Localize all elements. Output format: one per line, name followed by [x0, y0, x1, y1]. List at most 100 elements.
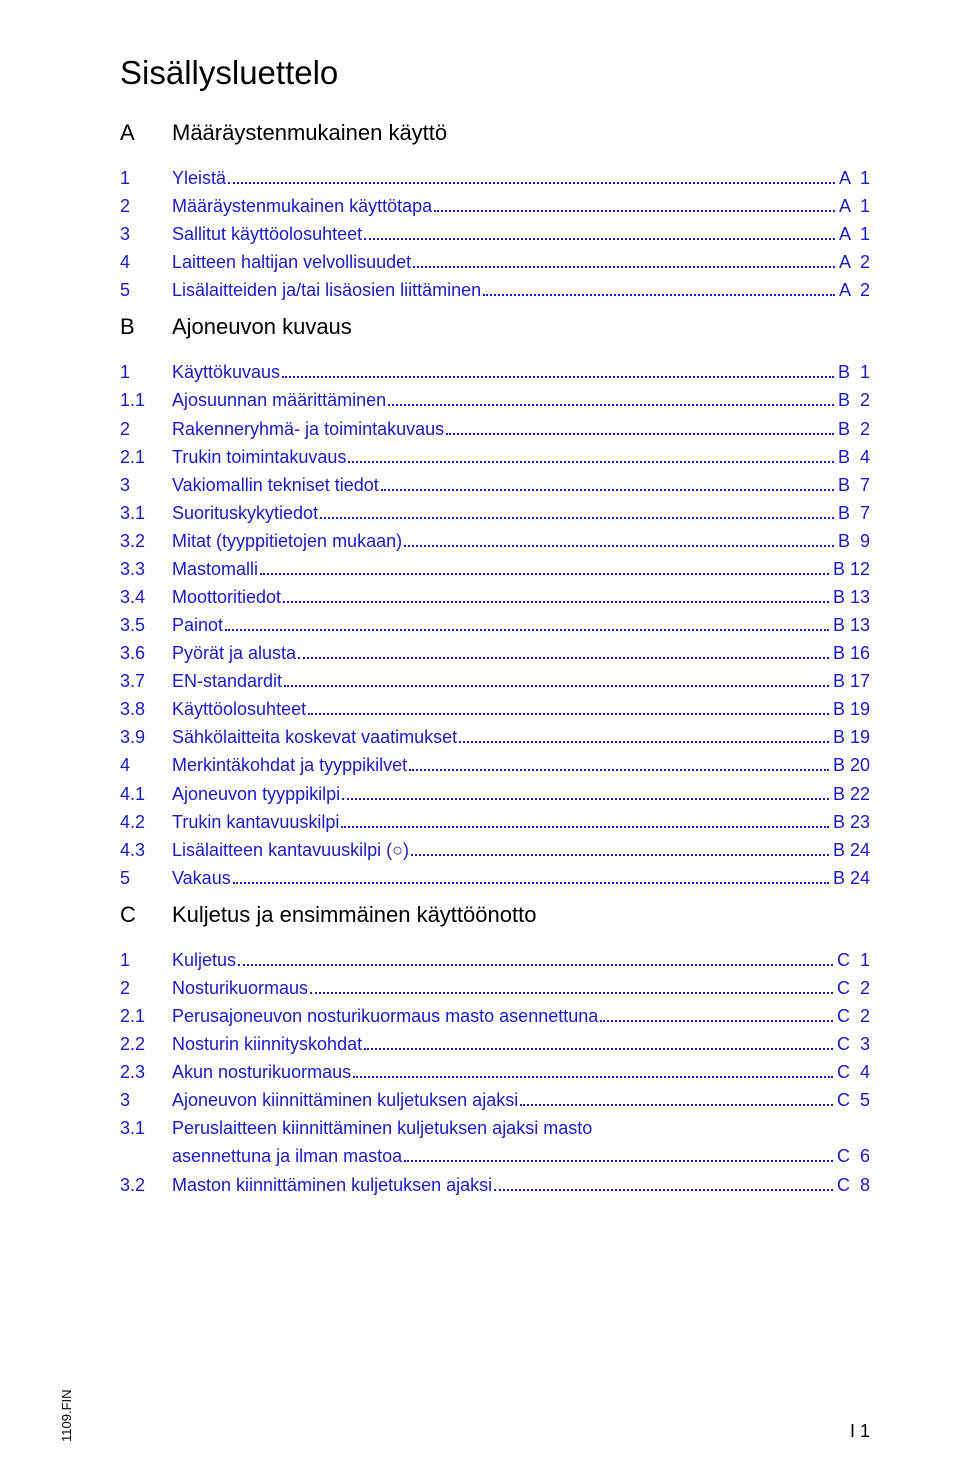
toc-entry[interactable]: 5Lisälaitteiden ja/tai lisäosien liittäm…: [120, 276, 870, 304]
toc-entry-number: 2.3: [120, 1058, 172, 1086]
toc-entry-page: A 1: [839, 164, 870, 192]
toc-leader: [520, 1104, 833, 1106]
toc-entry-label: Trukin toimintakuvaus: [172, 443, 346, 471]
toc-entry[interactable]: 3.5Painot B 13: [120, 611, 870, 639]
toc-entry-page: B 20: [833, 751, 870, 779]
toc-entry-number: 4.1: [120, 780, 172, 808]
toc-leader: [283, 601, 829, 603]
toc-leader: [381, 489, 834, 491]
toc-leader: [494, 1189, 833, 1191]
toc-entry-number: 2.1: [120, 1002, 172, 1030]
toc-entry-page: B 1: [838, 358, 870, 386]
toc-entry-page: B 12: [833, 555, 870, 583]
toc-entry[interactable]: 1KäyttökuvausB 1: [120, 358, 870, 386]
toc-entry-label: Painot: [172, 611, 223, 639]
toc-entry-number: 3.3: [120, 555, 172, 583]
toc-entry[interactable]: 2.1Perusajoneuvon nosturikuormaus masto …: [120, 1002, 870, 1030]
toc-entry[interactable]: 3.2Maston kiinnittäminen kuljetuksen aja…: [120, 1171, 870, 1199]
toc-entry-number: 3.4: [120, 583, 172, 611]
toc-entry[interactable]: 3.2Mitat (tyyppitietojen mukaan)B 9: [120, 527, 870, 555]
section-letter: B: [120, 314, 172, 340]
toc-entry-label: Määräystenmukainen käyttötapa: [172, 192, 432, 220]
toc-entry-label: Sähkölaitteita koskevat vaatimukset: [172, 723, 457, 751]
section-heading: BAjoneuvon kuvaus: [120, 314, 870, 340]
toc-entry[interactable]: 3.3Mastomalli B 12: [120, 555, 870, 583]
toc-leader: [353, 1076, 833, 1078]
toc-container: AMääräystenmukainen käyttö1YleistäA 12Mä…: [120, 120, 870, 1199]
toc-entry-page: B 4: [838, 443, 870, 471]
toc-entry[interactable]: 3.9Sähkölaitteita koskevat vaatimuksetB …: [120, 723, 870, 751]
toc-leader: [348, 461, 834, 463]
toc-leader: [228, 182, 835, 184]
toc-entry-label: EN-standardit: [172, 667, 282, 695]
toc-entry[interactable]: 3.8KäyttöolosuhteetB 19: [120, 695, 870, 723]
toc-entry-number: 3: [120, 220, 172, 248]
toc-entry-number: 5: [120, 276, 172, 304]
toc-entry[interactable]: 3Ajoneuvon kiinnittäminen kuljetuksen aj…: [120, 1086, 870, 1114]
toc-leader: [225, 629, 829, 631]
toc-entry-number: 4: [120, 751, 172, 779]
toc-entry[interactable]: 4.2Trukin kantavuuskilpiB 23: [120, 808, 870, 836]
toc-entry[interactable]: 2Rakenneryhmä- ja toimintakuvausB 2: [120, 415, 870, 443]
toc-entry[interactable]: 2.1Trukin toimintakuvaus B 4: [120, 443, 870, 471]
toc-leader: [446, 433, 834, 435]
toc-entry[interactable]: 2Määräystenmukainen käyttötapaA 1: [120, 192, 870, 220]
toc-entry[interactable]: 3.1Peruslaitteen kiinnittäminen kuljetuk…: [120, 1114, 870, 1170]
toc-entry-number: 3.1: [120, 499, 172, 527]
toc-entry-page: C 4: [837, 1058, 870, 1086]
toc-entry[interactable]: 3Sallitut käyttöolosuhteetA 1: [120, 220, 870, 248]
toc-entry[interactable]: 1.1Ajosuunnan määrittäminenB 2: [120, 386, 870, 414]
toc-entry[interactable]: 4.3Lisälaitteen kantavuuskilpi (○)B 24: [120, 836, 870, 864]
section-letter: C: [120, 902, 172, 928]
toc-leader: [342, 798, 829, 800]
toc-entry[interactable]: 4Laitteen haltijan velvollisuudetA 2: [120, 248, 870, 276]
toc-leader: [282, 376, 834, 378]
toc-entry-number: 4.2: [120, 808, 172, 836]
toc-entry-label: Akun nosturikuormaus: [172, 1058, 351, 1086]
toc-entry[interactable]: 4.1Ajoneuvon tyyppikilpi B 22: [120, 780, 870, 808]
toc-entry-page: B 22: [833, 780, 870, 808]
toc-entry-page: A 2: [839, 248, 870, 276]
toc-entry[interactable]: 1YleistäA 1: [120, 164, 870, 192]
toc-entry-number: 3.2: [120, 1171, 172, 1199]
toc-entry[interactable]: 2.3Akun nosturikuormaus C 4: [120, 1058, 870, 1086]
toc-entry-number: 3.6: [120, 639, 172, 667]
section-title: Kuljetus ja ensimmäinen käyttöönotto: [172, 902, 536, 928]
toc-entry-page: C 8: [837, 1171, 870, 1199]
toc-entry-label: Käyttökuvaus: [172, 358, 280, 386]
toc-entry-number: 3: [120, 471, 172, 499]
toc-leader: [600, 1020, 833, 1022]
toc-entry-label: Kuljetus: [172, 946, 236, 974]
toc-entry[interactable]: 2.2Nosturin kiinnityskohdatC 3: [120, 1030, 870, 1058]
toc-entry-label: Rakenneryhmä- ja toimintakuvaus: [172, 415, 444, 443]
toc-leader: [284, 685, 829, 687]
toc-entry-page: B 7: [838, 471, 870, 499]
toc-leader: [310, 992, 833, 994]
toc-entry[interactable]: 3Vakiomallin tekniset tiedotB 7: [120, 471, 870, 499]
toc-entry-number: 3: [120, 1086, 172, 1114]
toc-entry[interactable]: 2NosturikuormausC 2: [120, 974, 870, 1002]
toc-leader: [238, 964, 833, 966]
toc-entry-page: B 13: [833, 611, 870, 639]
toc-entry[interactable]: 5VakausB 24: [120, 864, 870, 892]
toc-entry-number: 3.5: [120, 611, 172, 639]
toc-entry[interactable]: 1KuljetusC 1: [120, 946, 870, 974]
toc-entry[interactable]: 4Merkintäkohdat ja tyyppikilvetB 20: [120, 751, 870, 779]
toc-entry-number: 2.1: [120, 443, 172, 471]
toc-entry-label: Lisälaitteen kantavuuskilpi (○): [172, 836, 409, 864]
toc-entry-label: Mastomalli: [172, 555, 258, 583]
toc-entry-number: 1.1: [120, 386, 172, 414]
page: Sisällysluettelo AMääräystenmukainen käy…: [0, 0, 960, 1482]
toc-leader: [320, 517, 834, 519]
toc-entry-number: 2.2: [120, 1030, 172, 1058]
toc-entry-label: Ajoneuvon tyyppikilpi: [172, 780, 340, 808]
toc-entry-page: B 2: [838, 386, 870, 414]
toc-entry-label: Nosturikuormaus: [172, 974, 308, 1002]
toc-entry[interactable]: 3.1SuorituskykytiedotB 7: [120, 499, 870, 527]
toc-entry-page: B 24: [833, 864, 870, 892]
toc-entry[interactable]: 3.6Pyörät ja alustaB 16: [120, 639, 870, 667]
toc-entry-number: 4: [120, 248, 172, 276]
toc-entry[interactable]: 3.7EN-standarditB 17: [120, 667, 870, 695]
toc-entry[interactable]: 3.4MoottoritiedotB 13: [120, 583, 870, 611]
toc-block: 1KäyttökuvausB 11.1Ajosuunnan määrittämi…: [120, 358, 870, 891]
